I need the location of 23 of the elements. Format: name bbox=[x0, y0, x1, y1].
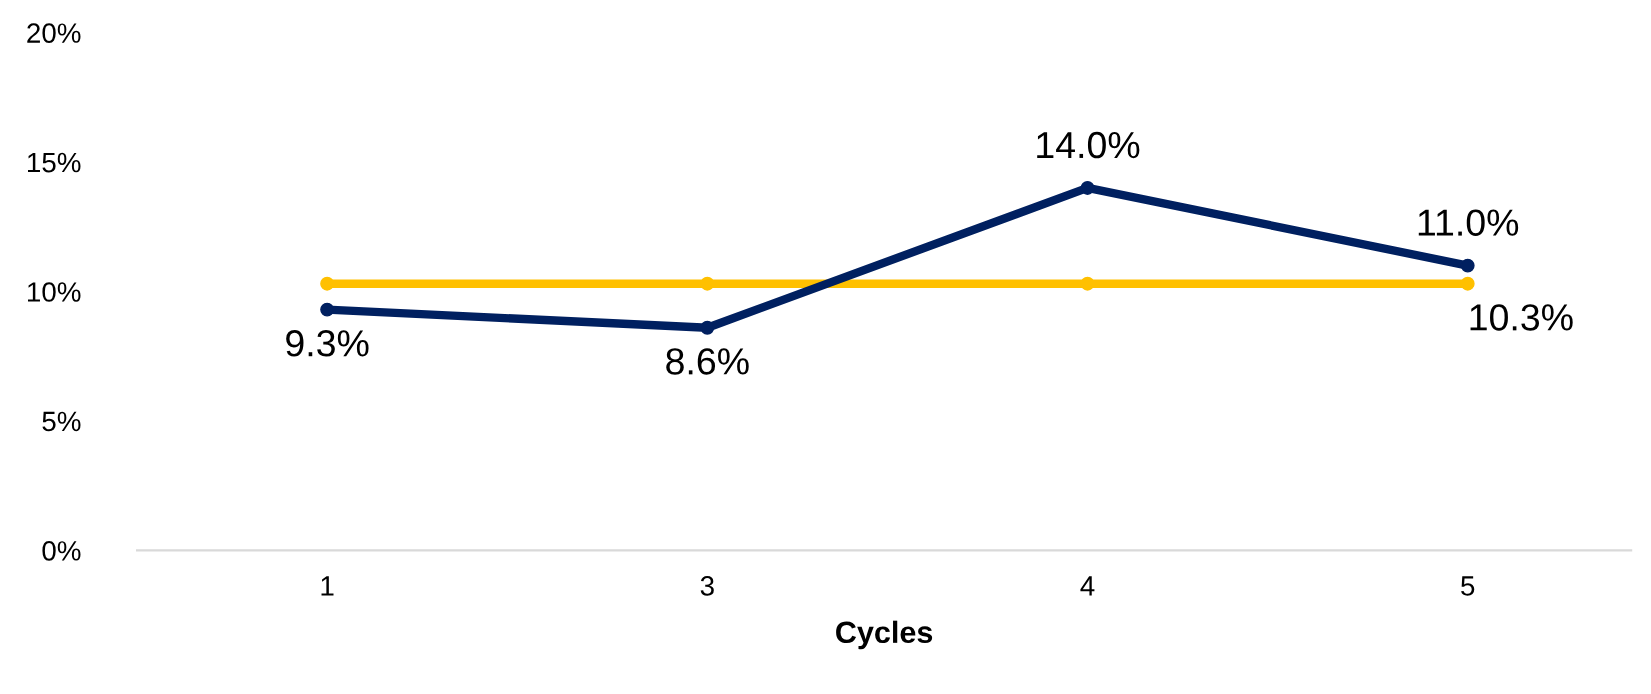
x-tick-label: 5 bbox=[1461, 576, 1475, 596]
data-label: 9.3% bbox=[286, 330, 369, 357]
x-axis-title: Cycles bbox=[836, 620, 933, 650]
x-tick-label: 1 bbox=[321, 576, 334, 596]
data-label: 8.6% bbox=[666, 348, 749, 375]
x-tick-label: 4 bbox=[1080, 576, 1095, 596]
point bbox=[320, 302, 335, 317]
data-label: 10.3% bbox=[1470, 304, 1573, 331]
y-tick-label: 20% bbox=[27, 23, 81, 43]
point bbox=[1460, 258, 1475, 273]
y-tick-label: 0% bbox=[42, 541, 81, 561]
y-tick-label: 15% bbox=[28, 152, 81, 173]
point bbox=[1080, 180, 1095, 195]
y-tick-label: 5% bbox=[42, 411, 81, 432]
point bbox=[700, 276, 715, 291]
point bbox=[320, 276, 335, 291]
y-tick-label: 10% bbox=[28, 282, 81, 302]
data-label: 11.0% bbox=[1418, 209, 1519, 236]
point bbox=[1460, 276, 1475, 291]
x-tick-label: 3 bbox=[700, 576, 714, 596]
data-label: 14.0% bbox=[1037, 131, 1140, 159]
point bbox=[1080, 276, 1095, 291]
point bbox=[700, 320, 715, 335]
